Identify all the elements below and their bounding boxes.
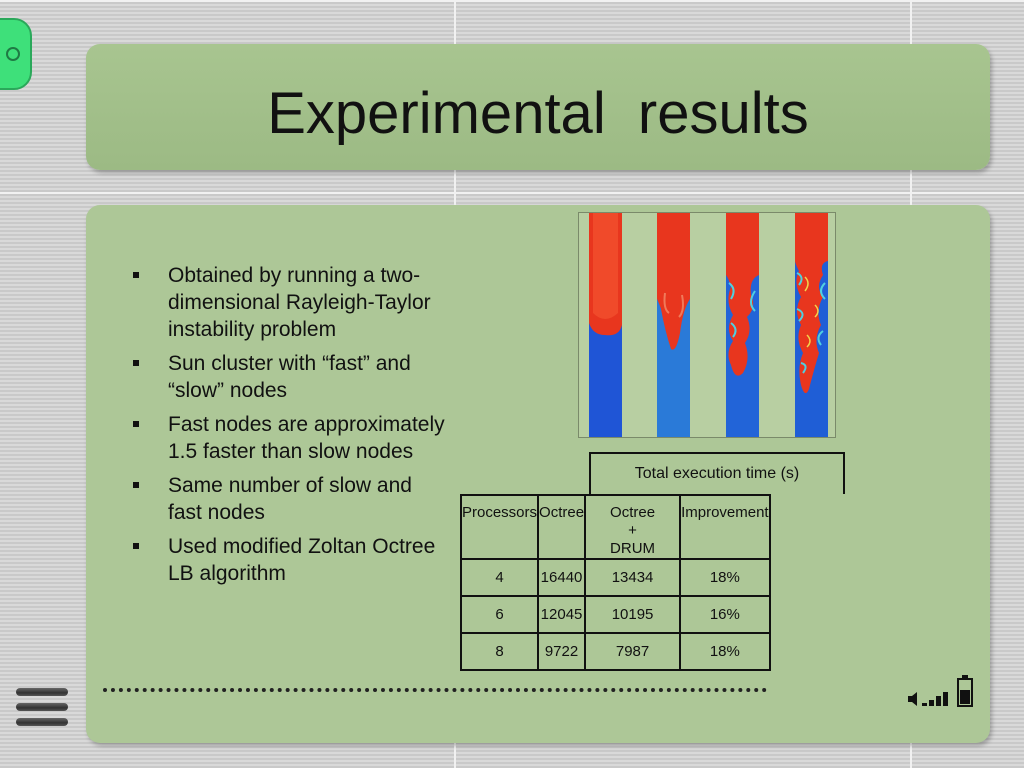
- bullet-text: Sun cluster with “fast” and “slow” nodes: [168, 352, 411, 402]
- table-cell: 18%: [679, 558, 771, 597]
- bullet-text: Used modified Zoltan Octree LB algorithm: [168, 535, 436, 585]
- table-cell: 4: [459, 558, 540, 597]
- bullet-marker: [133, 482, 139, 488]
- slide-title: Experimental results: [267, 81, 809, 146]
- bullet-item: Same number of slow and fast nodes: [130, 472, 450, 526]
- simulation-image: [578, 212, 836, 438]
- bullet-list: Obtained by running a two-dimensional Ra…: [130, 262, 450, 594]
- table-row: 8 9722 7987 18%: [459, 632, 771, 671]
- table-caption: Total execution time (s): [589, 452, 845, 494]
- table-row: 4 16440 13434 18%: [459, 558, 771, 597]
- title-panel: Experimental results: [86, 44, 990, 170]
- circle-icon: [6, 47, 20, 61]
- background-gridline: [0, 0, 1024, 2]
- results-table: Processors Octree Octree + DRUM Improvem…: [459, 494, 771, 671]
- table-cell: 9722: [537, 632, 587, 671]
- table-header-row: Processors Octree Octree + DRUM Improvem…: [459, 494, 771, 560]
- dotted-divider: [103, 688, 767, 692]
- status-icons-group: [908, 675, 973, 707]
- bullet-marker: [133, 360, 139, 366]
- header-cell: Octree: [537, 494, 587, 560]
- table-cell: 6: [459, 595, 540, 634]
- header-cell: Octree + DRUM: [584, 494, 682, 560]
- table-cell: 16%: [679, 595, 771, 634]
- table-cell: 13434: [584, 558, 682, 597]
- table-cell: 8: [459, 632, 540, 671]
- rayleigh-taylor-simulation-figure: [589, 213, 828, 437]
- bullet-marker: [133, 421, 139, 427]
- bullet-text: Obtained by running a two-dimensional Ra…: [168, 264, 431, 341]
- bullet-item: Used modified Zoltan Octree LB algorithm: [130, 533, 450, 587]
- side-tab-button[interactable]: [0, 18, 32, 90]
- bullet-marker: [133, 543, 139, 549]
- menu-icon[interactable]: [16, 688, 68, 733]
- table-row: 6 12045 10195 16%: [459, 595, 771, 634]
- bullet-text: Fast nodes are approximately 1.5 faster …: [168, 413, 445, 463]
- header-cell: Improvement: [679, 494, 771, 560]
- bullet-item: Sun cluster with “fast” and “slow” nodes: [130, 350, 450, 404]
- signal-bars-icon: [922, 692, 948, 706]
- bullet-item: Obtained by running a two-dimensional Ra…: [130, 262, 450, 343]
- table-cell: 16440: [537, 558, 587, 597]
- bullet-text: Same number of slow and fast nodes: [168, 474, 412, 524]
- table-cell: 18%: [679, 632, 771, 671]
- table-cell: 12045: [537, 595, 587, 634]
- table-cell: 7987: [584, 632, 682, 671]
- table-cell: 10195: [584, 595, 682, 634]
- bullet-marker: [133, 272, 139, 278]
- bullet-item: Fast nodes are approximately 1.5 faster …: [130, 411, 450, 465]
- header-cell: Processors: [459, 494, 540, 560]
- background-gridline: [0, 192, 1024, 194]
- speaker-icon: [908, 692, 917, 706]
- battery-icon: [957, 675, 973, 707]
